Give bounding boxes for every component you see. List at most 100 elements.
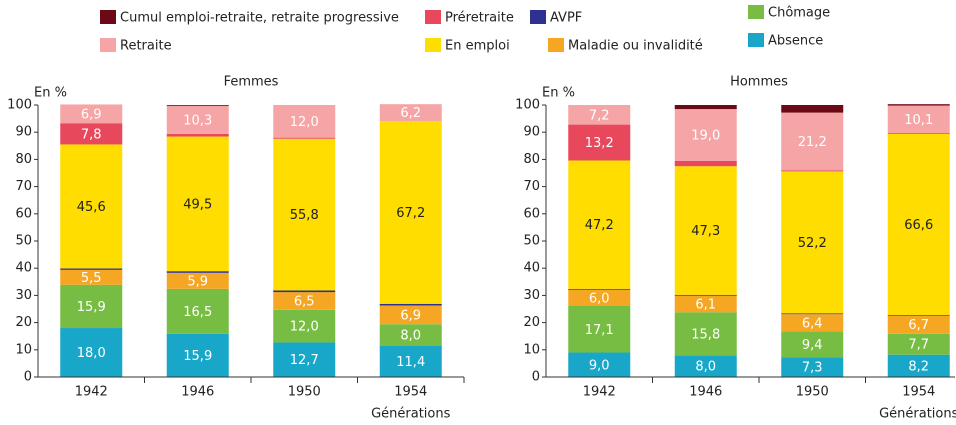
bar-segment [674, 166, 737, 295]
legend-label: Retraite [120, 39, 172, 54]
bar-segment [379, 324, 442, 346]
bar-segment [166, 333, 229, 377]
value-label: 9,0 [589, 358, 610, 373]
bar-segment [568, 105, 631, 125]
bar-segment [781, 357, 844, 377]
y-tick-label: 90 [523, 125, 540, 140]
bar-segment [568, 160, 631, 289]
bar-segment [60, 328, 123, 377]
bar-segment [379, 303, 442, 306]
bar-segment [781, 314, 844, 332]
y-tick-label: 100 [515, 98, 540, 113]
bar-segment [273, 290, 336, 293]
value-label: 45,6 [77, 200, 106, 215]
y-tick-label: 90 [15, 125, 32, 140]
y-tick-label: 50 [15, 234, 32, 249]
bar-segment [887, 104, 950, 106]
y-tick-label: 0 [24, 370, 32, 385]
bar-segment [887, 105, 950, 134]
value-label: 16,5 [183, 305, 212, 320]
bar-segment [60, 123, 123, 145]
y-tick-label: 30 [15, 288, 32, 303]
value-label: 6,0 [589, 291, 610, 306]
bar-segment [379, 104, 442, 122]
bar-segment [166, 271, 229, 273]
y-tick-label: 80 [15, 152, 32, 167]
y-tick-label: 60 [15, 206, 32, 221]
legend-swatch [748, 33, 764, 47]
bar-segment [568, 352, 631, 377]
value-label: 21,2 [798, 135, 827, 150]
bar-segment [781, 313, 844, 315]
value-label: 12,7 [290, 353, 319, 368]
bar-segment [273, 292, 336, 310]
bar-segment [379, 121, 442, 304]
value-label: 7,3 [802, 361, 823, 376]
legend-label: Absence [768, 34, 823, 49]
value-label: 9,4 [802, 338, 823, 353]
bar-segment [60, 284, 123, 329]
value-label: 8,2 [908, 359, 929, 374]
legend-swatch [748, 5, 764, 19]
bar-segment [674, 294, 737, 296]
bar-segment [166, 288, 229, 334]
bar-segment [887, 315, 950, 334]
value-label: 10,3 [183, 113, 212, 128]
value-label: 15,8 [691, 327, 720, 342]
y-tick-label: 70 [523, 179, 540, 194]
value-label: 12,0 [290, 115, 319, 130]
x-axis-label: Générations [371, 407, 451, 422]
y-tick-label: 0 [532, 370, 540, 385]
y-tick-label: 100 [7, 98, 32, 113]
y-tick-label: 60 [523, 206, 540, 221]
value-label: 6,1 [695, 297, 716, 312]
bar-segment [60, 144, 123, 269]
value-label: 15,9 [183, 349, 212, 364]
value-label: 5,5 [81, 271, 102, 286]
value-label: 19,0 [691, 128, 720, 143]
value-label: 6,5 [294, 294, 315, 309]
chart-title: Hommes [730, 75, 788, 90]
y-tick-label: 20 [523, 315, 540, 330]
bar-segment [568, 306, 631, 353]
value-label: 17,1 [585, 323, 614, 338]
legend-swatch [425, 38, 441, 52]
bar-segment [166, 272, 229, 289]
y-axis-label: En % [34, 86, 67, 101]
bar-segment [781, 112, 844, 171]
value-label: 55,8 [290, 208, 319, 223]
x-tick-label: 1942 [583, 385, 616, 400]
value-label: 67,2 [396, 206, 425, 221]
x-axis-label: Générations [879, 407, 956, 422]
bar-segment [60, 269, 123, 285]
bar-segment [887, 354, 950, 377]
y-tick-label: 80 [523, 152, 540, 167]
value-label: 6,2 [400, 106, 421, 121]
value-label: 5,9 [187, 274, 208, 289]
legend-swatch [530, 10, 546, 24]
legend-label: Maladie ou invalidité [568, 39, 703, 54]
bar-segment [60, 104, 123, 124]
value-label: 47,2 [585, 218, 614, 233]
bar-segment [674, 295, 737, 313]
bar-segment [166, 105, 229, 134]
chart-title: Femmes [224, 75, 279, 90]
bar-segment [273, 137, 336, 139]
y-tick-label: 20 [15, 315, 32, 330]
bar-segment [674, 109, 737, 161]
value-label: 7,7 [908, 338, 929, 353]
y-tick-label: 10 [523, 342, 540, 357]
legend-swatch [548, 38, 564, 52]
value-label: 6,7 [908, 318, 929, 333]
bar-segment [887, 314, 950, 316]
legend-swatch [425, 10, 441, 24]
y-tick-label: 70 [15, 179, 32, 194]
value-label: 47,3 [691, 224, 720, 239]
bar-segment [674, 105, 737, 110]
value-label: 7,2 [589, 108, 610, 123]
value-label: 7,8 [81, 127, 102, 142]
y-tick-label: 10 [15, 342, 32, 357]
bar-segment [568, 289, 631, 307]
value-label: 6,4 [802, 316, 823, 331]
bar-segment [781, 105, 844, 113]
